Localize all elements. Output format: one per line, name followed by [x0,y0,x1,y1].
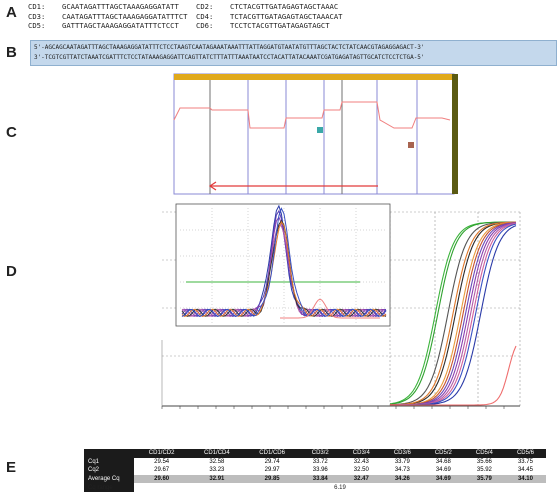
cq-column-header: CD5/2 [422,449,464,458]
cq-column-header: CD3/6 [381,449,423,458]
table-cell: 33.96 [312,467,328,474]
amplification-curves [389,221,517,406]
table-cell: 32.43 [353,458,369,465]
table-cell: 33.23 [209,467,225,474]
sequence-box: 5'-AGCAGCAATAGATTTAGCTAAAGAGGATATTTCTCCT… [30,40,557,66]
amplification-ticks [161,406,505,409]
primer-name: CD6: [196,21,214,30]
primer-name: CD4: [196,11,214,21]
table-cell: 32.47 [340,474,382,484]
table-row-range: Cq range 6.19 [84,483,546,492]
cq-column-header: CD3/4 [340,449,382,458]
sequence-bottom-strand: 3'-TCGTCGTTATCTAAATCGATTTCTCCTATAAAGAGGA… [34,54,425,61]
trace-schematic [173,73,458,195]
row-label: Average Cq [84,474,134,484]
panel-label-b: B [6,44,17,61]
table-cell: 33.84 [299,474,341,484]
teal-marker-icon [317,127,323,133]
primer-row: CD3: CAATAGATTTAGCTAAAGAGGATATTTCT CD4: TC… [28,12,388,22]
cq-range-value: 6.19 [334,484,346,491]
table-cell: 29.97 [264,467,280,474]
trace-frame [173,73,455,195]
cq-table: CD1/CD2 CD1/CD4 CD1/CD6 CD3/2 CD3/4 CD3/… [84,449,546,492]
table-cell: 32.50 [353,467,369,474]
amplification-curve [390,345,517,406]
table-cell: 35.66 [476,458,492,465]
table-cell: 34.26 [381,474,423,484]
table-cell: 34.73 [394,467,410,474]
amplification-plot [161,203,521,409]
table-row: Cq1 29.54 32.58 29.74 33.72 32.43 33.79 … [84,457,546,467]
primer-name: CD1: [28,2,46,11]
table-cell: 34.69 [422,474,464,484]
melt-curves [181,204,387,319]
table-cell: 34.68 [435,458,451,465]
primer-sequence: GATTTAGCTAAAGAGGATATTTCTCCT [62,21,179,30]
melt-curve [181,207,387,317]
panel-label-c: C [6,124,17,141]
table-cell: 34.10 [504,474,546,484]
table-cell: 34.69 [435,467,451,474]
table-cell: 29.67 [154,467,170,474]
primer-name: CD3: [28,11,46,21]
table-row-average: Average Cq 29.60 32.91 29.85 33.84 32.47… [84,474,546,484]
cq-column-header: CD5/4 [463,449,505,458]
primer-name: CD5: [28,21,46,30]
panel-label-d: D [6,263,17,280]
primer-sequence: CAATAGATTTAGCTAAAGAGGATATTTCT [62,11,188,21]
table-cell: 29.60 [134,474,190,484]
sequence-top-strand: 5'-AGCAGCAATAGATTTAGCTAAAGAGGATATTTCTCCT… [34,44,425,51]
brown-marker-icon [408,142,414,148]
melt-curve-primer-dimer [280,298,380,319]
table-cell: 33.75 [517,458,533,465]
primer-row: CD1: GCAATAGATTTAGCTAAAGAGGATATT CD2: CTCT… [28,2,388,12]
table-cell: 35.79 [463,474,505,484]
cq-table-corner [84,449,134,458]
row-label: Cq1 [84,457,134,467]
cq-column-header: CD5/6 [504,449,546,458]
row-label: Cq range [84,483,134,492]
table-cell: 33.79 [394,458,410,465]
primer-name: CD2: [196,2,214,11]
primer-sequence: TCCTCTACGTTGATAGAGTAGCT [230,21,330,30]
amplification-curve [389,221,516,406]
trace-dividers [209,80,418,194]
table-cell: 34.45 [517,467,533,474]
primer-sequence: CTCTACGTTGATAGAGTAGCTAAAC [230,2,339,11]
table-cell: 32.91 [189,474,245,484]
table-cell: 32.58 [209,458,225,465]
cq-column-header: CD1/CD6 [244,449,300,458]
trace-signal [173,101,451,129]
melt-curve [181,220,387,317]
table-cell: 35.92 [476,467,492,474]
trace-top-bar [174,74,454,80]
cq-column-header: CD1/CD4 [189,449,245,458]
primer-sequence: TCTACGTTGATAGAGTAGCTAAACAT [230,11,343,21]
amplification-curve [390,221,516,406]
primer-list: CD1: GCAATAGATTTAGCTAAAGAGGATATT CD2: CTCT… [28,2,388,31]
trace-right-bar [452,74,458,194]
table-cell: 29.85 [244,474,300,484]
cq-table-header: CD1/CD2 CD1/CD4 CD1/CD6 CD3/2 CD3/4 CD3/… [84,449,546,458]
table-cell: 29.54 [154,458,170,465]
melt-inset [175,203,391,327]
primer-row: CD5: GATTTAGCTAAAGAGGATATTTCTCCT CD6: TCCT… [28,21,388,31]
table-row: Cq2 29.67 33.23 29.97 33.96 32.50 34.73 … [84,466,546,475]
direction-arrowhead-icon [208,181,217,191]
amplification-curve [389,221,516,405]
cq-column-header: CD1/CD2 [134,449,190,458]
cq-column-header: CD3/2 [299,449,341,458]
panel-label-e: E [6,459,17,476]
panel-label-a: A [6,4,17,21]
row-label: Cq2 [84,466,134,475]
table-cell: 29.74 [264,458,280,465]
primer-sequence: GCAATAGATTTAGCTAAAGAGGATATT [62,2,179,11]
table-cell: 33.72 [312,458,328,465]
